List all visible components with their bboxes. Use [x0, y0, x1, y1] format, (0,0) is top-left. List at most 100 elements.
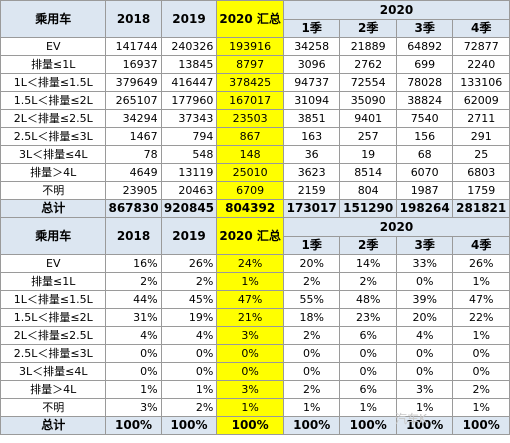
table-row: 1.5L＜排量≤2L 265107 177960 167017 31094 35090 38… [0, 91, 510, 110]
row-label: 2L＜排量≤2.5L [0, 326, 107, 345]
quarter-header: 4季 [452, 236, 510, 255]
total-2020-header: 2020 汇总 [216, 217, 284, 255]
quarter-header: 1季 [282, 236, 341, 255]
value-2018: 4649 [105, 163, 162, 182]
value-quarter: 3% [395, 380, 454, 399]
value-2018: 0% [105, 362, 162, 381]
value-quarter: 133106 [452, 73, 510, 92]
value-quarter: 72877 [452, 37, 510, 56]
value-quarter: 36 [282, 145, 341, 164]
value-2018: 23905 [105, 181, 162, 200]
value-2018: 16937 [105, 55, 162, 74]
value-quarter: 55% [282, 290, 341, 309]
value-2018: 34294 [105, 109, 162, 128]
table-row: 2L＜排量≤2.5L 4% 4% 3% 2% 6% 4% 1% [0, 326, 510, 345]
table-row: 1.5L＜排量≤2L 31% 19% 21% 18% 23% 20% 22% [0, 308, 510, 327]
total-quarter: 100% [282, 416, 341, 435]
value-quarter: 2762 [339, 55, 397, 74]
year-header: 2018 [105, 0, 162, 38]
value-quarter: 20% [282, 254, 341, 273]
value-quarter: 0% [395, 344, 454, 363]
table-row: 不明 23905 20463 6709 2159 804 1987 1759 [0, 181, 510, 200]
value-2018: 1467 [105, 127, 162, 146]
group-2020-header: 2020 [282, 217, 510, 237]
value-quarter: 26% [452, 254, 510, 273]
value-quarter: 39% [395, 290, 454, 309]
total-quarter: 281821 [452, 199, 510, 218]
value-2020-total: 1% [216, 272, 284, 291]
value-2019: 416447 [160, 73, 218, 92]
value-2018: 31% [105, 308, 162, 327]
value-2020-total: 0% [216, 362, 284, 381]
value-2018: 4% [105, 326, 162, 345]
value-quarter: 156 [395, 127, 454, 146]
value-quarter: 23% [339, 308, 397, 327]
value-2020-total: 6709 [216, 181, 284, 200]
total-2018: 867830 [105, 199, 162, 218]
row-label: 2.5L＜排量≤3L [0, 344, 107, 363]
value-2019: 240326 [160, 37, 218, 56]
value-quarter: 9401 [339, 109, 397, 128]
value-2020-total: 193916 [216, 37, 284, 56]
row-label: EV [0, 254, 107, 273]
group-2020-header: 2020 [282, 0, 510, 20]
value-quarter: 257 [339, 127, 397, 146]
value-quarter: 2240 [452, 55, 510, 74]
total-quarter: 151290 [339, 199, 397, 218]
value-quarter: 18% [282, 308, 341, 327]
row-label: 3L＜排量≤4L [0, 145, 107, 164]
value-quarter: 1% [339, 398, 397, 417]
value-quarter: 68 [395, 145, 454, 164]
value-quarter: 78028 [395, 73, 454, 92]
value-2018: 2% [105, 272, 162, 291]
table-row: EV 16% 26% 24% 20% 14% 33% 26% [0, 254, 510, 273]
value-2020-total: 21% [216, 308, 284, 327]
value-2018: 265107 [105, 91, 162, 110]
value-quarter: 6803 [452, 163, 510, 182]
table-row: 排量≤1L 16937 13845 8797 3096 2762 699 2240 [0, 55, 510, 74]
quarter-header: 1季 [282, 19, 341, 38]
value-quarter: 1987 [395, 181, 454, 200]
value-quarter: 33% [395, 254, 454, 273]
value-2019: 1% [160, 380, 218, 399]
value-2019: 20463 [160, 181, 218, 200]
table-row: 2L＜排量≤2.5L 34294 37343 23503 3851 9401 7540 271… [0, 109, 510, 128]
table-row: 1L＜排量≤1.5L 379649 416447 378425 94737 72554 78… [0, 73, 510, 92]
value-quarter: 21889 [339, 37, 397, 56]
value-2020-total: 23503 [216, 109, 284, 128]
value-2019: 13119 [160, 163, 218, 182]
value-2018: 16% [105, 254, 162, 273]
quarter-header: 2季 [339, 19, 397, 38]
table-row: 1L＜排量≤1.5L 44% 45% 47% 55% 48% 39% 47% [0, 290, 510, 309]
value-2019: 2% [160, 272, 218, 291]
value-2019: 794 [160, 127, 218, 146]
value-quarter: 6% [339, 326, 397, 345]
value-2018: 3% [105, 398, 162, 417]
row-label: 排量≤1L [0, 55, 107, 74]
value-quarter: 2711 [452, 109, 510, 128]
quarter-header: 3季 [395, 19, 454, 38]
value-2019: 177960 [160, 91, 218, 110]
value-quarter: 14% [339, 254, 397, 273]
value-quarter: 62009 [452, 91, 510, 110]
total-2019: 100% [160, 416, 218, 435]
value-quarter: 8514 [339, 163, 397, 182]
total-quarter: 100% [339, 416, 397, 435]
value-2019: 45% [160, 290, 218, 309]
value-quarter: 1% [452, 398, 510, 417]
table2-header-row: 乘用车 2018 2019 2020 汇总 2020 [0, 217, 510, 255]
value-quarter: 1% [395, 398, 454, 417]
value-quarter: 0% [339, 344, 397, 363]
value-quarter: 4% [395, 326, 454, 345]
value-quarter: 3623 [282, 163, 341, 182]
row-label: 1.5L＜排量≤2L [0, 91, 107, 110]
total-quarter: 173017 [282, 199, 341, 218]
row-label: 排量＞4L [0, 380, 107, 399]
value-2019: 4% [160, 326, 218, 345]
value-quarter: 7540 [395, 109, 454, 128]
value-quarter: 34258 [282, 37, 341, 56]
value-2019: 0% [160, 362, 218, 381]
table-row: 2.5L＜排量≤3L 1467 794 867 163 257 156 291 [0, 127, 510, 146]
value-quarter: 2% [339, 272, 397, 291]
